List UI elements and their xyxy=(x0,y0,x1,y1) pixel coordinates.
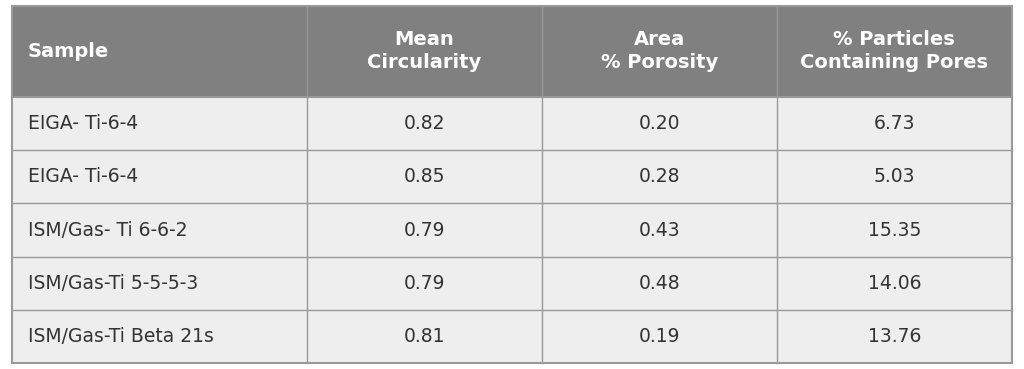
Bar xyxy=(307,257,542,310)
Bar xyxy=(542,257,777,310)
Bar xyxy=(307,310,542,363)
Text: EIGA- Ti-6-4: EIGA- Ti-6-4 xyxy=(28,114,138,133)
Text: 13.76: 13.76 xyxy=(867,327,921,346)
Bar xyxy=(307,203,542,257)
Text: 0.43: 0.43 xyxy=(639,221,680,239)
Bar xyxy=(542,150,777,203)
Bar xyxy=(12,203,307,257)
Bar xyxy=(307,6,542,97)
Text: 0.85: 0.85 xyxy=(403,167,445,186)
Bar xyxy=(12,257,307,310)
Bar xyxy=(777,150,1012,203)
Bar xyxy=(12,6,307,97)
Text: 14.06: 14.06 xyxy=(867,274,921,293)
Bar xyxy=(542,97,777,150)
Bar xyxy=(542,6,777,97)
Bar xyxy=(12,150,307,203)
Bar xyxy=(777,97,1012,150)
Text: 6.73: 6.73 xyxy=(873,114,915,133)
Bar xyxy=(307,150,542,203)
Text: 0.48: 0.48 xyxy=(639,274,680,293)
Bar xyxy=(307,97,542,150)
Text: 0.20: 0.20 xyxy=(639,114,680,133)
Text: % Particles
Containing Pores: % Particles Containing Pores xyxy=(801,30,988,72)
Text: 0.28: 0.28 xyxy=(639,167,680,186)
Text: 0.82: 0.82 xyxy=(403,114,445,133)
Bar xyxy=(12,310,307,363)
Text: ISM/Gas- Ti 6-6-2: ISM/Gas- Ti 6-6-2 xyxy=(28,221,187,239)
Bar xyxy=(12,97,307,150)
Text: 0.79: 0.79 xyxy=(403,274,445,293)
Text: EIGA- Ti-6-4: EIGA- Ti-6-4 xyxy=(28,167,138,186)
Bar xyxy=(777,257,1012,310)
Text: ISM/Gas-Ti 5-5-5-3: ISM/Gas-Ti 5-5-5-3 xyxy=(28,274,198,293)
Text: 5.03: 5.03 xyxy=(873,167,915,186)
Bar xyxy=(542,203,777,257)
Bar xyxy=(777,203,1012,257)
Text: Area
% Porosity: Area % Porosity xyxy=(601,30,718,72)
Text: 15.35: 15.35 xyxy=(867,221,921,239)
Text: Mean
Circularity: Mean Circularity xyxy=(368,30,481,72)
Text: 0.81: 0.81 xyxy=(403,327,445,346)
Text: 0.79: 0.79 xyxy=(403,221,445,239)
Text: 0.19: 0.19 xyxy=(639,327,680,346)
Text: ISM/Gas-Ti Beta 21s: ISM/Gas-Ti Beta 21s xyxy=(28,327,214,346)
Bar xyxy=(542,310,777,363)
Text: Sample: Sample xyxy=(28,42,109,61)
Bar xyxy=(777,6,1012,97)
Bar xyxy=(777,310,1012,363)
